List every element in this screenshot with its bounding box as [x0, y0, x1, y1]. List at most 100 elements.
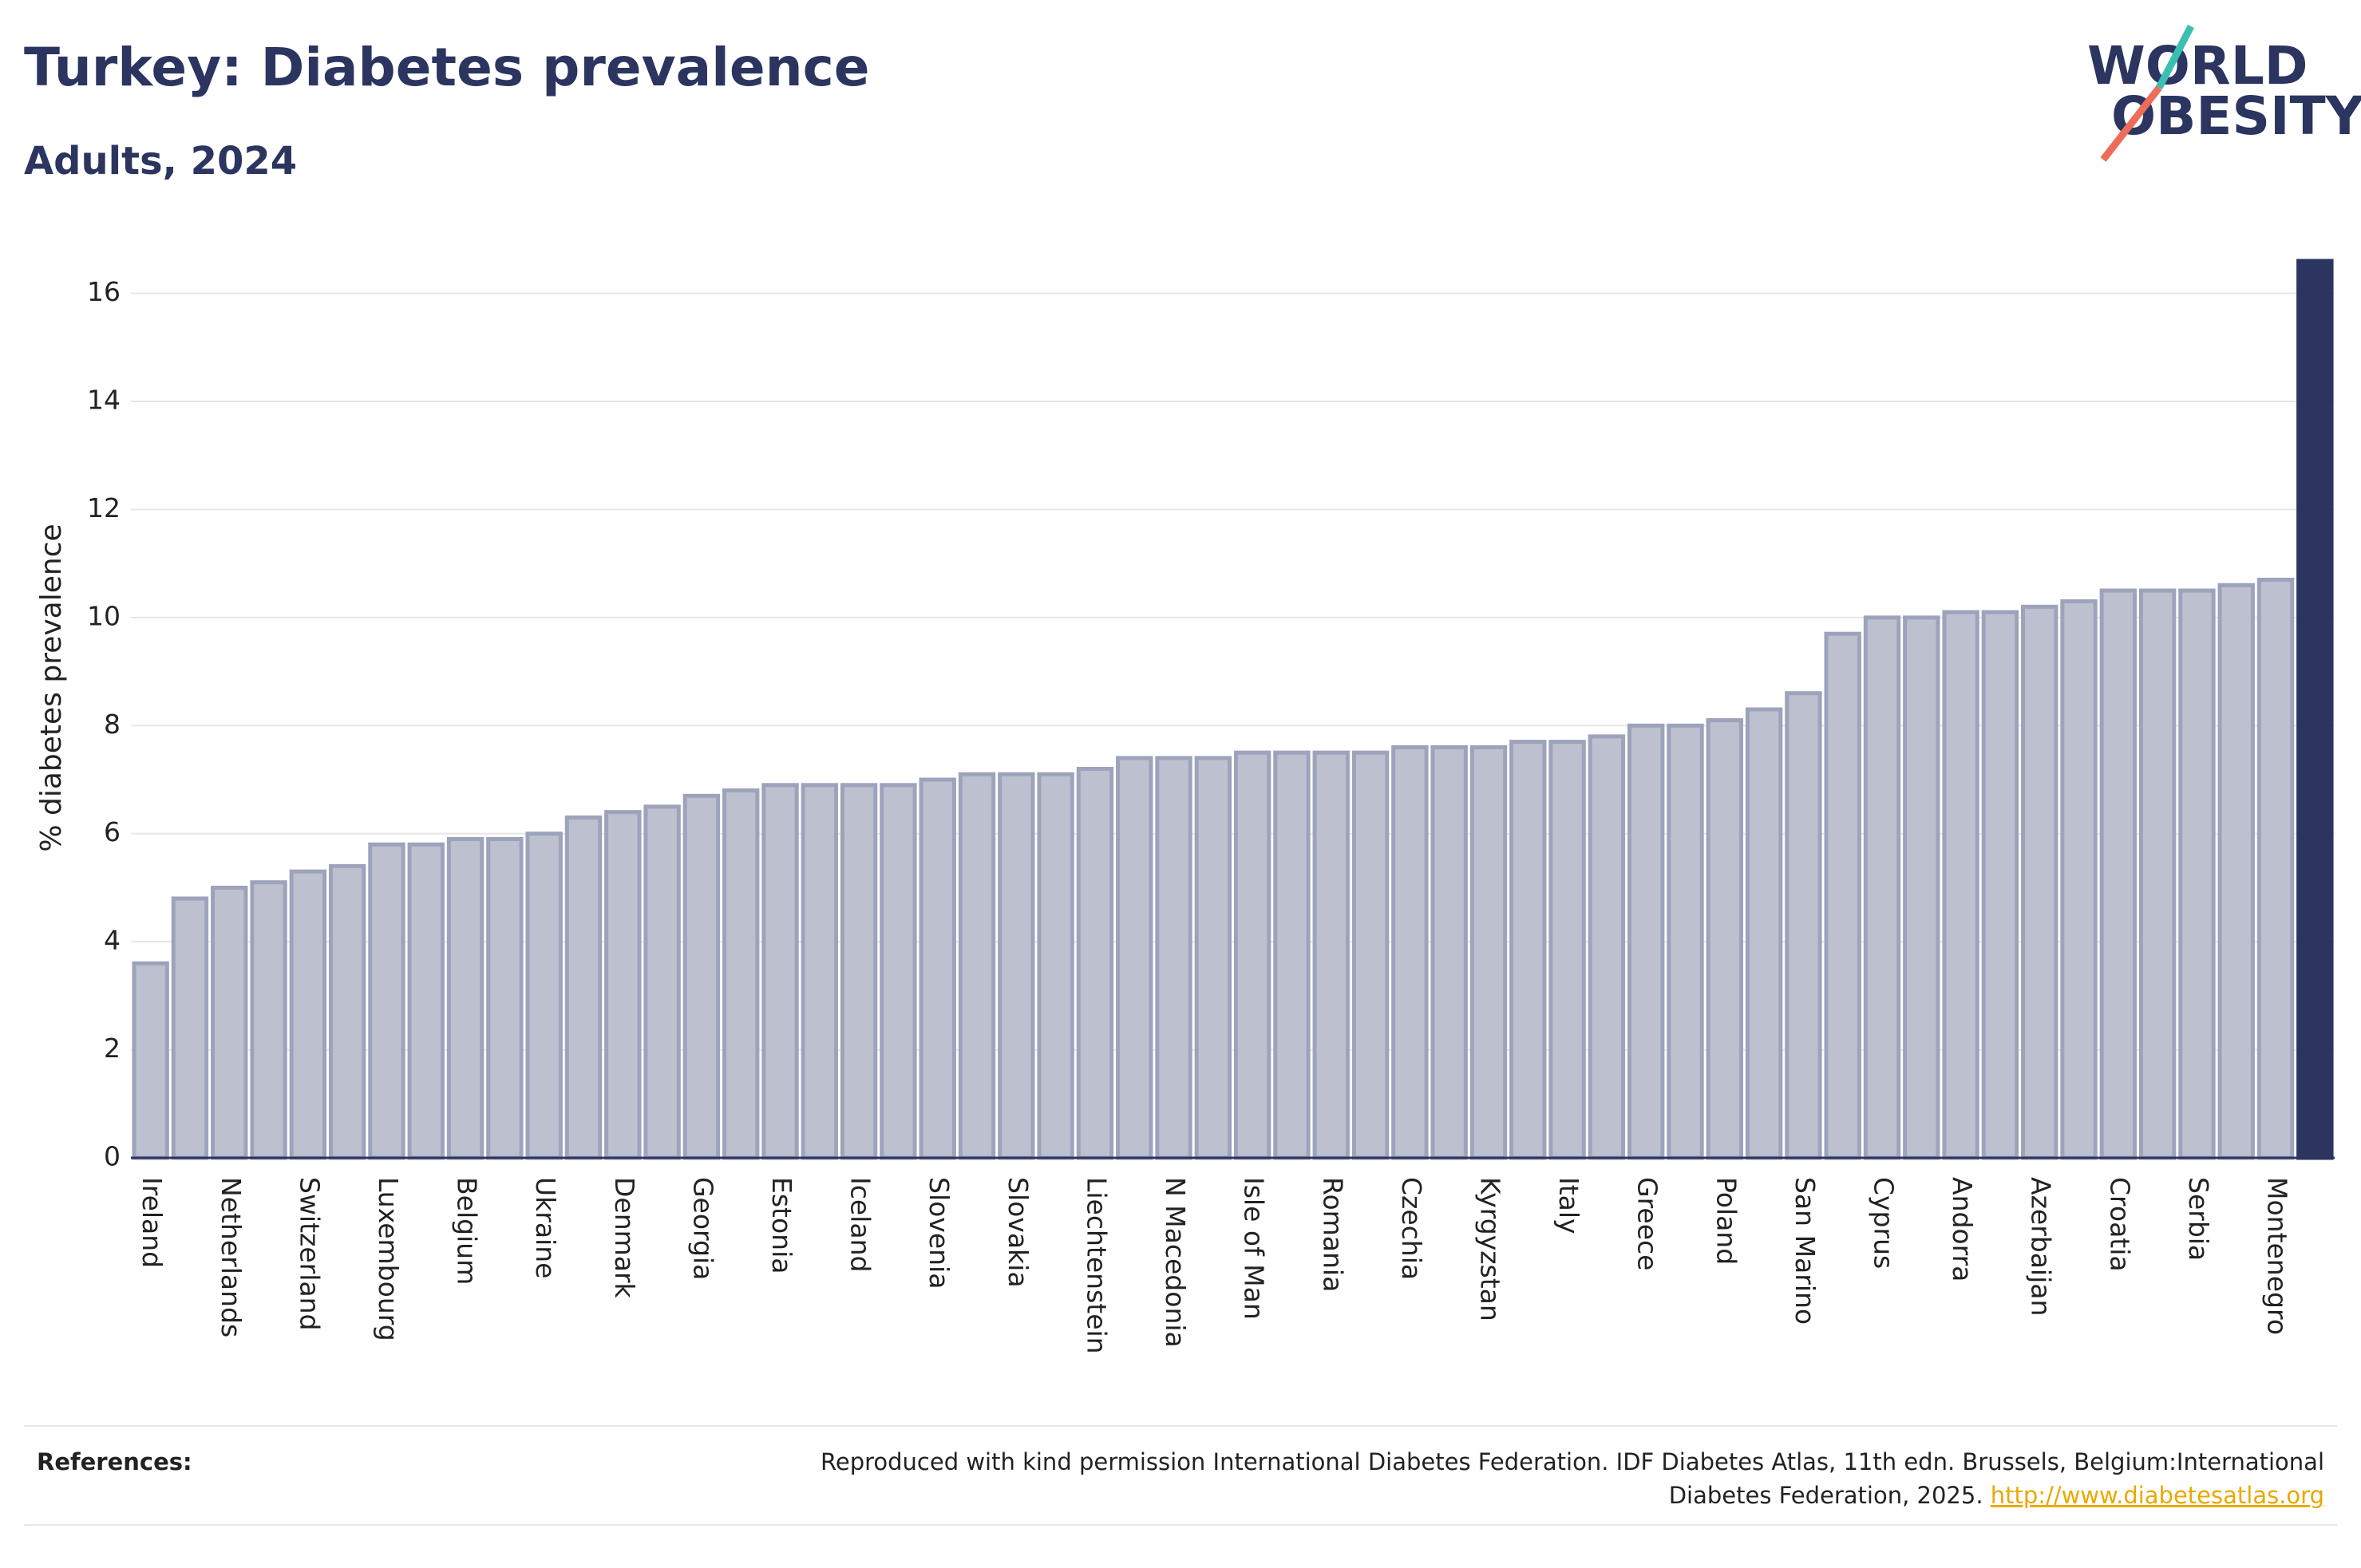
bar	[1588, 734, 1626, 1160]
references-text: Reproduced with kind permission Internat…	[821, 1448, 2324, 1475]
bar	[1037, 772, 1074, 1160]
x-tick-label: Poland	[1710, 1177, 1742, 1265]
x-tick-label: Slovenia	[923, 1177, 955, 1289]
x-tick-label: Romania	[1317, 1177, 1348, 1292]
x-tick-label: Iceland	[845, 1177, 876, 1272]
bar	[2138, 588, 2177, 1160]
x-tick-label: Ireland	[136, 1177, 168, 1268]
bar	[761, 783, 799, 1160]
bar	[525, 831, 563, 1160]
x-tick-label: Andorra	[1947, 1177, 1978, 1282]
x-tick-label: Kyrgyzstan	[1474, 1177, 1505, 1321]
x-tick-label: Luxembourg	[373, 1177, 404, 1341]
chart-title: Turkey: Diabetes prevalence	[24, 37, 869, 98]
bar	[998, 772, 1035, 1160]
x-tick-label: Estonia	[766, 1177, 797, 1274]
bar	[1981, 610, 2019, 1160]
bar	[1273, 750, 1311, 1160]
bar	[1391, 745, 1429, 1160]
bar	[328, 863, 366, 1160]
x-tick-label: N Macedonia	[1160, 1177, 1191, 1348]
bar	[1351, 750, 1390, 1160]
bar	[289, 869, 327, 1160]
x-tick-label: Switzerland	[294, 1177, 325, 1331]
x-tick-label: Azerbaijan	[2026, 1177, 2057, 1316]
bar	[2256, 577, 2295, 1160]
x-tick-label: Greece	[1632, 1177, 1663, 1270]
references-text: Diabetes Federation, 2025.	[1669, 1482, 1983, 1509]
logo: WORLD OBESITY	[2087, 24, 2361, 162]
bar	[1548, 740, 1586, 1160]
bar	[1942, 610, 1979, 1160]
bar	[211, 885, 248, 1160]
x-tick-label: Montenegro	[2262, 1177, 2293, 1335]
x-tick-label: Isle of Man	[1239, 1177, 1270, 1320]
bar	[1903, 615, 1940, 1160]
bar	[1706, 718, 1744, 1160]
y-tick-label: 8	[104, 709, 121, 740]
bar	[407, 842, 445, 1160]
x-tick-label: Italy	[1553, 1177, 1584, 1234]
bar	[604, 810, 642, 1160]
x-tick-label: Serbia	[2183, 1177, 2214, 1261]
bar	[2217, 583, 2255, 1160]
bar	[1785, 691, 1822, 1160]
x-tick-label: Belgium	[452, 1177, 483, 1285]
y-axis-title: % diabetes prevalence	[35, 523, 68, 851]
bar	[682, 793, 721, 1160]
x-tick-label: Ukraine	[530, 1177, 561, 1278]
bar	[250, 880, 287, 1160]
y-tick-label: 14	[87, 385, 121, 416]
references-link[interactable]: http://www.diabetesatlas.org	[1991, 1482, 2324, 1509]
y-tick-label: 16	[87, 276, 121, 307]
y-tick-label: 6	[104, 816, 121, 847]
bar	[1824, 631, 1861, 1160]
bar	[801, 783, 839, 1160]
bar	[958, 772, 996, 1160]
bar	[1312, 750, 1350, 1160]
logo-line2: OBESITY	[2111, 85, 2361, 147]
bar	[2099, 588, 2138, 1160]
bar	[1233, 750, 1271, 1160]
y-tick-label: 2	[104, 1033, 121, 1064]
y-tick-label: 12	[87, 492, 121, 523]
bar	[1469, 745, 1508, 1160]
bar	[643, 804, 681, 1160]
bar	[446, 837, 484, 1160]
y-tick-label: 10	[87, 600, 121, 631]
x-tick-label: Denmark	[609, 1177, 640, 1299]
bar	[2060, 599, 2098, 1160]
bar	[132, 961, 169, 1160]
bar	[1863, 615, 1901, 1160]
bar	[1430, 745, 1468, 1160]
y-tick-label: 0	[104, 1141, 121, 1172]
x-tick-label: Cyprus	[1869, 1177, 1900, 1269]
logo-line1: WORLD	[2087, 35, 2308, 97]
x-tick-label: Slovakia	[1003, 1177, 1034, 1288]
x-tick-label: Croatia	[2104, 1177, 2135, 1272]
bar	[1627, 723, 1665, 1160]
x-tick-label: Liechtenstein	[1081, 1177, 1112, 1354]
x-tick-label: Georgia	[687, 1177, 718, 1280]
bar	[2021, 604, 2058, 1160]
bar	[1076, 766, 1114, 1160]
bar	[1667, 723, 1704, 1160]
x-tick-label: Czechia	[1396, 1177, 1427, 1280]
bar	[486, 837, 524, 1160]
bar	[880, 783, 917, 1160]
x-tick-label: Netherlands	[216, 1177, 247, 1337]
chart-subtitle: Adults, 2024	[24, 139, 297, 184]
bar	[564, 815, 603, 1160]
bar	[2178, 588, 2216, 1160]
references-label: References:	[37, 1448, 192, 1475]
bar	[1194, 756, 1232, 1160]
bar	[368, 842, 405, 1160]
bar	[1509, 740, 1547, 1160]
bar	[171, 896, 209, 1160]
bar	[2296, 259, 2334, 1160]
bar	[1745, 707, 1783, 1160]
y-tick-label: 4	[104, 925, 121, 956]
x-tick-label: San Marino	[1790, 1177, 1821, 1325]
bar	[840, 783, 878, 1160]
